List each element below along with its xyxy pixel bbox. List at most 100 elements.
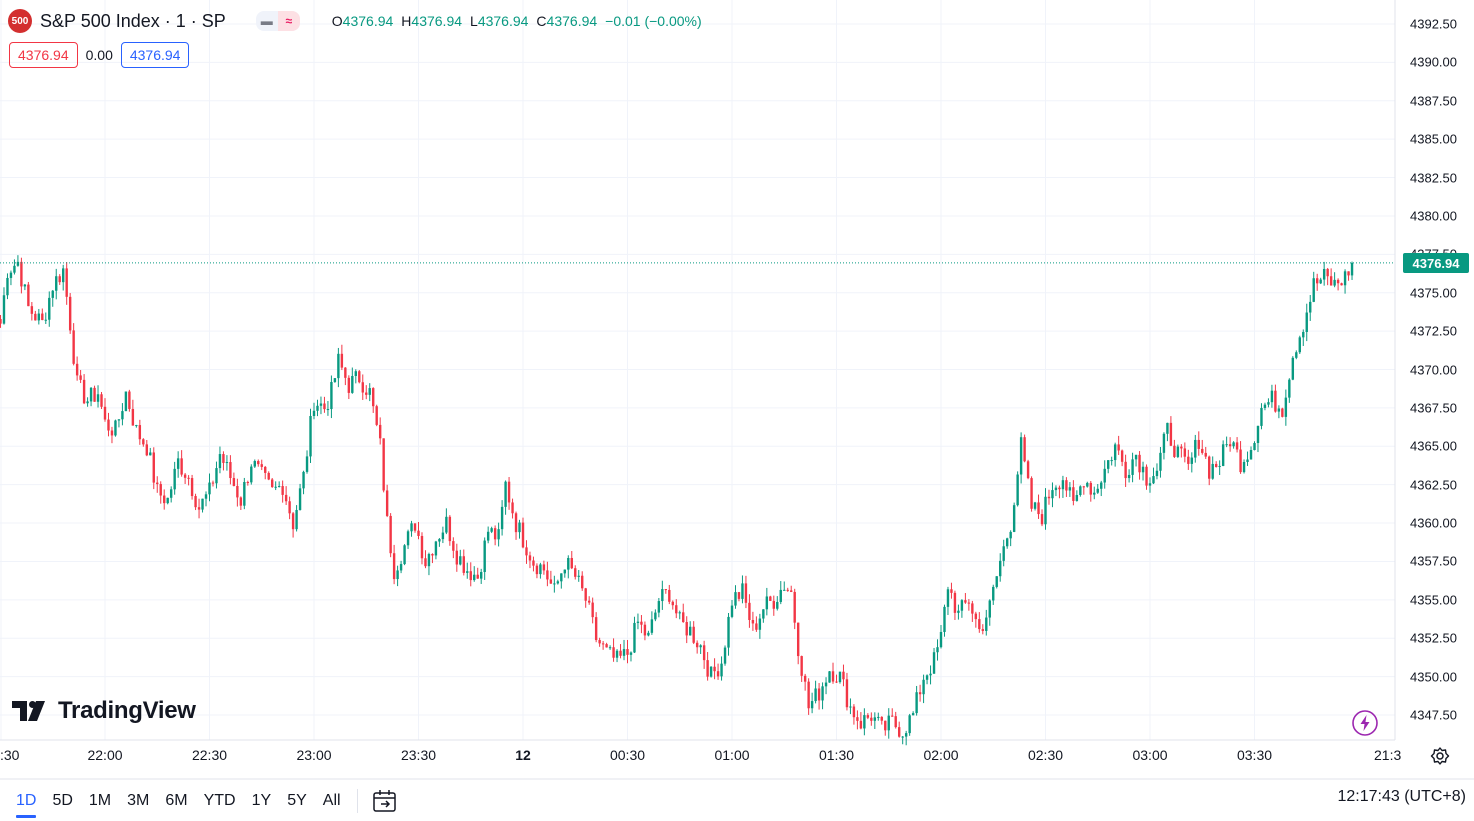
candle-body [452,541,455,551]
candle-body [877,716,880,718]
range-button-3m[interactable]: 3M [127,791,150,809]
candle [420,532,424,565]
candle-body [723,647,727,664]
candle-body [309,415,312,457]
candle-body [772,600,775,609]
candle [305,450,309,474]
range-button-6m[interactable]: 6M [165,791,188,809]
candle [431,553,434,564]
candle-body [340,353,344,368]
candle-body [1214,463,1218,467]
candle [55,268,58,300]
gear-icon[interactable] [1430,746,1450,766]
candle-body [107,419,110,431]
candle [636,613,640,630]
candle [351,367,354,394]
candle [1256,425,1260,453]
status-pill[interactable]: ▬ ≈ [255,11,300,31]
candle-body [44,319,47,321]
candle [511,498,514,519]
candle-body [845,679,849,708]
candle-body [1288,379,1291,398]
candle-body [1333,279,1336,286]
symbol-title[interactable]: S&P 500 Index · 1 · SP [40,10,226,31]
price-tick-label: 4387.50 [1410,93,1457,109]
candle [514,511,518,540]
clock-timezone[interactable]: 12:17:43 (UTC+8) [1337,788,1466,805]
candle [622,639,626,661]
candle-body [250,466,253,483]
candle [814,680,817,704]
candle-body [1134,454,1138,460]
range-button-1m[interactable]: 1M [88,791,112,809]
candle-body [1044,496,1047,525]
candle [455,543,459,572]
candle-body [911,713,915,716]
candle-body [295,509,298,530]
candle [103,398,107,422]
candle-body [396,570,399,580]
buy-button[interactable]: 4376.94 [120,42,190,68]
candle-body [354,371,357,376]
candle [790,585,793,593]
candle-body [1183,448,1187,457]
candle-body [1343,271,1347,286]
candle-body [222,454,225,463]
candle-body [490,528,493,532]
candle [1218,460,1221,476]
candle [1051,482,1054,508]
range-button-1y[interactable]: 1Y [251,791,272,809]
candle [340,344,344,371]
candle [870,712,873,726]
candle-body [1152,476,1155,484]
candle-body [1176,446,1180,457]
candle [894,711,897,729]
candle [9,270,13,286]
candle [316,399,319,417]
candle-body [807,681,810,709]
candle-body [521,522,525,548]
candle [549,570,553,584]
tradingview-logo[interactable]: TradingView [12,697,196,725]
range-button-5d[interactable]: 5D [52,791,73,809]
candle-body [1316,278,1319,284]
candle-body [1190,457,1193,464]
candle [253,459,256,468]
candle-body [1166,422,1169,434]
range-button-all[interactable]: All [322,791,341,809]
range-button-1d[interactable]: 1D [16,786,37,818]
lightning-icon[interactable] [1351,709,1379,737]
candle-body [518,522,521,533]
candle [877,712,880,721]
candle [382,438,385,493]
candle-body [1326,268,1329,277]
candle [208,473,211,502]
date-range-icon[interactable] [372,788,398,814]
candle-body [291,513,295,530]
candle [1208,455,1211,486]
candle-body [629,652,633,655]
candle [236,478,239,507]
time-tick-label: 22:30 [191,747,228,763]
candle-body [1263,404,1267,408]
candle-body [946,589,950,607]
range-button-5y[interactable]: 5Y [287,791,307,809]
candle [898,721,901,738]
candle-body [706,660,709,677]
candle [1340,282,1343,286]
candle [901,735,904,745]
candle [288,496,291,520]
candle [114,419,117,437]
bottom-toolbar: 1D 5D 1M 3M 6M YTD 1Y 5Y All [0,780,1474,821]
candle-body [584,588,587,601]
candle [1319,277,1322,285]
tradingview-logo-icon [12,701,45,721]
candle-body [264,466,267,473]
range-button-ytd[interactable]: YTD [203,791,236,809]
candle [169,486,173,503]
price-tick-label: 4370.00 [1410,362,1457,377]
sell-button[interactable]: 4376.94 [9,42,78,68]
candle-body [1350,262,1354,276]
candle [194,493,197,511]
